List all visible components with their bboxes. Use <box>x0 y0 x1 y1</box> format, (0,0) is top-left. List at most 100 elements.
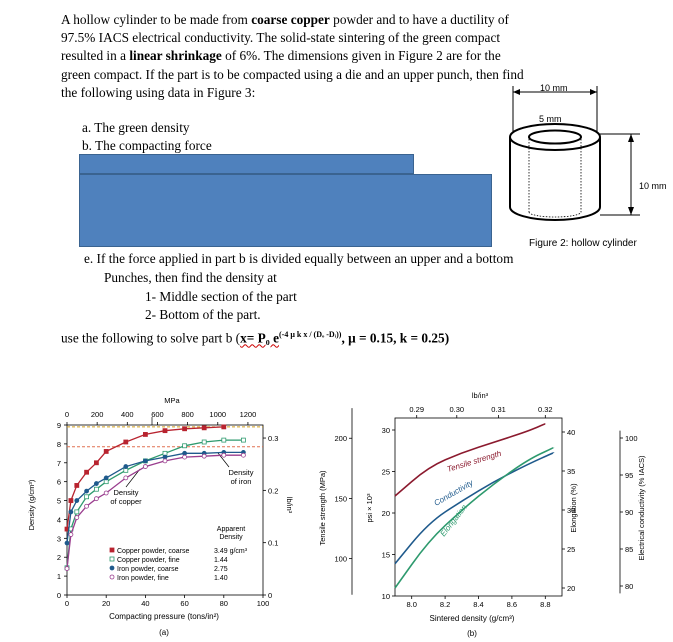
chart-b-psi-tick-label: 30 <box>382 426 390 435</box>
chart-a-right-title: lb/in³ <box>285 497 294 514</box>
problem-bold-1: coarse copper <box>251 12 330 27</box>
chart-b-top-tick-label: 0.31 <box>491 405 506 414</box>
legend-value: 1.40 <box>214 575 228 582</box>
chart-a-top-title: MPa <box>164 396 180 405</box>
chart-b-series-line <box>394 423 546 497</box>
chart-b-psi-title: psi × 10³ <box>365 493 374 522</box>
chart-a-top-tick-label: 200 <box>91 410 104 419</box>
chart-b-x-tick-label: 8.4 <box>473 600 483 609</box>
legend-name: Copper powder, coarse <box>117 548 189 555</box>
chart-a-y-tick-label: 7 <box>57 459 61 468</box>
chart-a-point <box>123 475 129 481</box>
problem-text-1: A hollow cylinder to be made from <box>61 12 252 27</box>
chart-b-elong-title: Elongation (%) <box>569 483 578 533</box>
chart-a-point <box>84 494 89 500</box>
dim-inner-label: 5 mm <box>539 114 562 124</box>
formula-exponent: (-4 μ k x / (Dₒ -Dᵢ)) <box>279 330 342 339</box>
problem-text-2: powder and to have a ductility of 97.5% … <box>61 12 509 64</box>
chart-b-top-tick-label: 0.30 <box>449 405 464 414</box>
chart-a-y-tick-label: 2 <box>57 553 61 562</box>
chart-a-x-tick-label: 100 <box>257 599 270 608</box>
legend-value: 2.75 <box>214 566 228 573</box>
item-a: a. The green density <box>82 120 190 135</box>
chart-b-mpa-tick-label: 200 <box>334 434 347 443</box>
figure3b-sintered-chart: 8.0 8.2 8.4 8.6 8.8 0.29 0.30 0.31 0.32 10 15 20 25 3… <box>318 391 646 638</box>
chart-a-point <box>84 488 89 494</box>
chart-a-y-tick-label: 8 <box>57 440 61 449</box>
chart-a-point <box>68 498 74 503</box>
chart-a-right-tick-label: 0.3 <box>268 434 278 443</box>
chart-a-point <box>182 426 188 432</box>
legend-name: Iron powder, fine <box>117 575 169 582</box>
legend-header-2: Density <box>219 534 243 541</box>
legend-name: Iron powder, coarse <box>117 566 179 573</box>
chart-a-point <box>64 566 70 571</box>
chart-a-point <box>143 464 148 469</box>
chart-a-x-tick-label: 60 <box>180 599 188 608</box>
formula-main: x= P₀ e <box>240 330 279 346</box>
chart-a-point <box>94 460 99 466</box>
chart-a-top-tick-label: 600 <box>151 410 164 419</box>
formula-prefix: use the following to solve part b ( <box>61 330 241 346</box>
chart-a-point <box>94 486 99 492</box>
legend-value: 1.44 <box>214 557 228 564</box>
chart-a-point <box>94 496 99 502</box>
chart-a-point <box>201 439 207 445</box>
chart-a-point <box>103 449 109 454</box>
chart-b-x-tick-label: 8.0 <box>406 600 416 609</box>
chart-b-psi-tick-label: 20 <box>382 509 390 518</box>
chart-a-point <box>64 540 70 546</box>
chart-a-point <box>74 498 80 503</box>
chart-a-point <box>240 437 246 443</box>
chart-b-psi-tick-label: 25 <box>382 468 390 477</box>
chart-b-elong-tick-label: 40 <box>567 428 575 437</box>
figure2-hollow-cylinder: 10 mm 5 mm 10 mm Figure 2: hollow cylind… <box>509 83 667 249</box>
chart-b-top-tick-label: 0.32 <box>538 405 553 414</box>
chart-b-elong-tick-label: 25 <box>567 545 575 554</box>
chart-a-point <box>68 509 74 515</box>
sub-item-2: 2- Bottom of the part. <box>145 307 261 322</box>
curve-label-tensile: Tensile strength <box>446 449 503 474</box>
label-density-copper-1: Density <box>113 488 138 497</box>
chart-a-point <box>182 443 188 449</box>
chart-a-top-tick-label: 400 <box>121 410 134 419</box>
chart-a-point <box>221 424 227 430</box>
legend-marker <box>109 574 115 580</box>
dim-height-label: 10 mm <box>639 181 667 191</box>
sub-item-1: 1- Middle section of the part <box>145 289 297 304</box>
chart-b-cond-title: Electrical conductivity (% IACS) <box>637 455 646 561</box>
chart-b-series-line <box>394 451 555 565</box>
chart-a-point <box>162 428 168 434</box>
label-density-iron-2: of iron <box>231 477 252 486</box>
chart-a-point <box>201 425 207 431</box>
item-e-line1: e. If the force applied in part b is div… <box>84 251 514 266</box>
chart-a-point <box>94 481 99 486</box>
legend-header-1: Apparent <box>217 526 245 533</box>
chart-a-label: (a) <box>159 628 169 637</box>
chart-a-right-tick-label: 0.1 <box>268 539 278 548</box>
chart-a-top-tick-label: 1200 <box>240 410 257 419</box>
chart-a-point <box>68 532 74 537</box>
chart-a-right-tick-label: 0 <box>268 591 272 600</box>
problem-text-3: of 6%. The dimensions given in Figure 2 … <box>61 48 524 100</box>
chart-a-point <box>84 503 89 509</box>
legend-marker <box>109 547 115 553</box>
chart-b-cond-tick-label: 100 <box>625 434 638 443</box>
chart-a-point <box>84 469 89 475</box>
chart-b-label: (b) <box>467 629 477 638</box>
legend-marker <box>109 556 115 562</box>
chart-b-elong-tick-label: 20 <box>567 584 575 593</box>
chart-a-point <box>123 439 129 445</box>
chart-a-x-title: Compacting pressure (tons/in²) <box>109 612 219 621</box>
chart-a-y-tick-label: 9 <box>57 421 61 430</box>
chart-b-top-tick-label: 0.29 <box>409 405 424 414</box>
redaction-bar-top <box>79 154 414 174</box>
chart-b-elong-tick-label: 35 <box>567 467 575 476</box>
chart-a-point <box>182 454 188 460</box>
chart-a-point <box>240 452 246 458</box>
chart-a-point <box>143 458 148 464</box>
chart-b-frame <box>394 417 563 597</box>
chart-a-point <box>143 432 148 437</box>
problem-bold-2: linear shrinkage <box>129 48 222 64</box>
chart-b-series-line <box>394 446 555 589</box>
